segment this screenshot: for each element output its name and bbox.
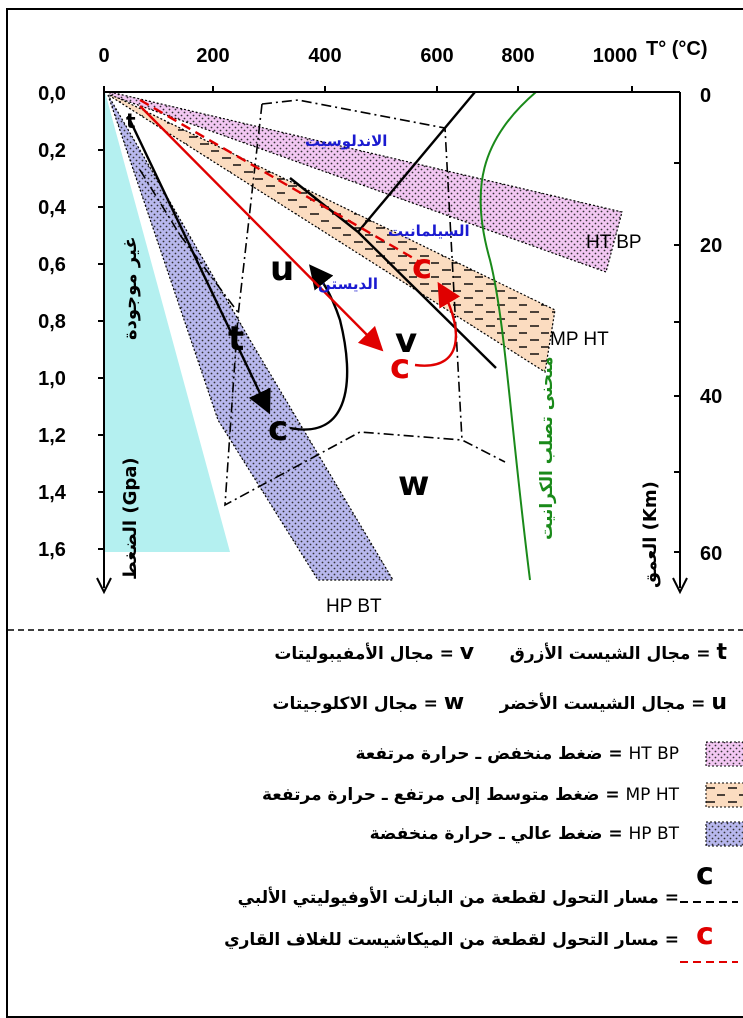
legend-row-ht-bp: HT BP = ضغط منخفض ـ حرارة مرتفعة <box>355 744 679 764</box>
pressure-axis-arrow <box>96 577 112 595</box>
pressure-tick-label: 0,8 <box>38 311 66 333</box>
pressure-tick-label: 0,4 <box>38 197 67 219</box>
temp-tick-label: 800 <box>501 45 534 67</box>
legend-black-path-symbol: c <box>696 857 714 892</box>
legend-swatch-mp-ht <box>705 782 743 808</box>
andalusite-label: الاندلوسيت <box>305 132 387 150</box>
depth-tick-label: 0 <box>700 85 711 107</box>
legend-row-black-path: = مسار التحول لقطعة من البازلت الأوفيولي… <box>238 888 679 908</box>
kyanite-sillimanite-line <box>357 231 497 369</box>
not-exist-label: غير موجودة <box>120 236 141 340</box>
legend-black-path-text: = مسار التحول لقطعة من البازلت الأوفيولي… <box>237 888 679 908</box>
legend-symbol-v: v <box>459 640 475 665</box>
depth-tick-label: 40 <box>700 386 722 408</box>
facies-symbol-t-small: t <box>126 109 136 133</box>
facies-symbol-v: v <box>395 321 417 361</box>
legend-row-red-path: = مسار التحول لقطعة من الميكاشيست للغلاف… <box>224 930 679 950</box>
black-path-arrow <box>126 115 271 415</box>
red-path-symbol-upper: c <box>412 247 432 287</box>
pressure-tick-label: 1,2 <box>38 425 66 447</box>
andalusite-kyanite-line <box>289 177 359 233</box>
temp-tick-label: 400 <box>308 45 341 67</box>
ht-bp-region <box>109 91 623 273</box>
legend-blueschist: = مجال الشيست الأزرق <box>509 644 711 664</box>
not-exist-region <box>105 92 230 552</box>
ht-bp-label: HT BP <box>586 232 642 253</box>
facies-symbol-t: t <box>228 319 244 359</box>
granite-curve-label: منحنى تصلب الكرانيت <box>537 356 557 540</box>
andalusite-sillimanite-line <box>357 91 476 233</box>
legend-swatch-ht-bp <box>705 741 743 767</box>
legend-greenschist: = مجال الشيست الأخضر <box>499 694 706 714</box>
legend-row-mp-ht: MP HT = ضغط متوسط إلى مرتفع ـ حرارة مرتف… <box>262 785 679 805</box>
pressure-axis-title: الضغط (Gpa) <box>120 457 141 580</box>
facies-symbol-w: w <box>398 464 429 504</box>
sillimanite-label: السيلمانيت <box>388 222 470 240</box>
facies-symbol-u: u <box>270 249 294 289</box>
hp-bt-region <box>107 94 395 581</box>
depth-axis-arrow <box>672 577 688 595</box>
temperature-axis-title: T° (°C) <box>646 38 708 60</box>
legend-row-hp-bt: HP BT = ضغط عالي ـ حرارة منخفضة <box>370 824 679 844</box>
pressure-tick-label: 1,6 <box>38 539 66 561</box>
facies-boundary-inner <box>139 169 241 316</box>
legend-ht-bp-text: = ضغط منخفض ـ حرارة مرتفعة <box>355 744 623 764</box>
temp-tick-label: 200 <box>196 45 229 67</box>
legend-mp-ht-label: MP HT <box>625 785 680 805</box>
legend-red-path-symbol: c <box>696 917 714 952</box>
disthene-label: الديستن <box>318 275 378 293</box>
temp-tick-label: 600 <box>420 45 453 67</box>
temperature-ticks <box>103 86 633 92</box>
red-path-arrow <box>139 105 384 352</box>
pressure-tick-label: 1,4 <box>38 482 67 504</box>
granite-solidus-curve <box>479 91 537 581</box>
temp-tick-label: 0 <box>98 45 109 67</box>
pressure-tick-label: 0,6 <box>38 254 66 276</box>
temp-tick-label: 1000 <box>593 45 638 67</box>
legend-eclogite: = مجال الاكلوجيتات <box>272 694 438 714</box>
pressure-tick-label: 1,0 <box>38 368 66 390</box>
legend-amphibolite: = مجال الأمفيبوليتات <box>274 644 454 664</box>
legend-mp-ht-text: = ضغط متوسط إلى مرتفع ـ حرارة مرتفعة <box>261 785 620 805</box>
legend-ht-bp-label: HT BP <box>628 744 680 764</box>
legend-swatch-hp-bt <box>705 821 743 847</box>
legend-hp-bt-label: HP BT <box>628 824 680 844</box>
depth-tick-label: 60 <box>700 543 722 565</box>
red-path-return <box>414 281 461 367</box>
legend-row-2: u = مجال الشيست الأخضر w = مجال الاكلوجي… <box>272 690 727 715</box>
mp-ht-label: MP HT <box>550 329 609 350</box>
black-path-symbol: c <box>268 409 288 449</box>
red-path-dashed <box>139 98 421 264</box>
hp-bt-label: HP BT <box>326 596 382 617</box>
pressure-ticks <box>98 149 104 550</box>
red-path-symbol-lower: c <box>390 347 410 387</box>
legend-symbol-w: w <box>443 690 465 715</box>
pressure-tick-label: 0,0 <box>38 83 66 105</box>
depth-tick-label: 20 <box>700 235 722 257</box>
legend-hp-bt-text: = ضغط عالي ـ حرارة منخفضة <box>369 824 623 844</box>
black-path-return <box>289 264 349 431</box>
legend-row-1: t = مجال الشيست الأزرق v = مجال الأمفيبو… <box>274 640 727 665</box>
legend-symbol-t: t <box>716 640 727 665</box>
legend-symbol-u: u <box>711 690 727 715</box>
pressure-tick-label: 0,2 <box>38 140 66 162</box>
depth-ticks <box>674 162 680 553</box>
facies-boundary-lower <box>224 103 463 507</box>
legend-red-path-text: = مسار التحول لقطعة من الميكاشيست للغلاف… <box>224 930 679 950</box>
depth-axis-title: العمق (Km) <box>640 481 661 588</box>
